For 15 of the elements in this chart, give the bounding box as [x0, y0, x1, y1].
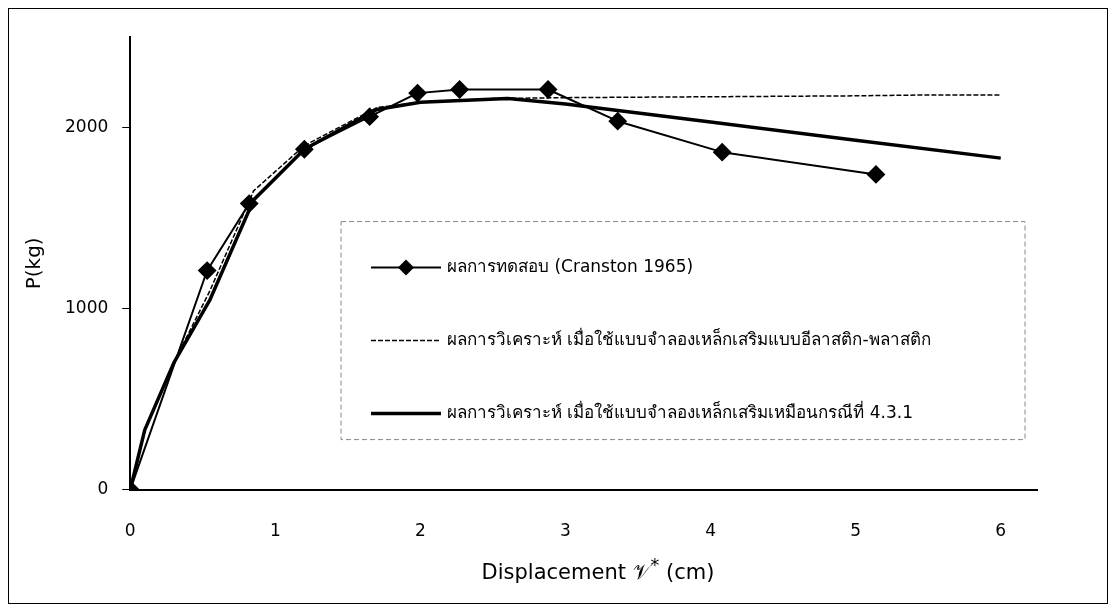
y-tick-label: 2000: [65, 115, 109, 136]
legend-label: ผลการทดสอบ (Cranston 1965): [447, 256, 694, 277]
legend-label: ผลการวิเคราะห์ เมื่อใช้แบบจำลองเหล็กเสริมแบบอีลาสติก-พลาสติก: [447, 327, 931, 350]
y-tick-label: 1000: [65, 296, 109, 317]
legend-label: ผลการวิเคราะห์ เมื่อใช้แบบจำลองเหล็กเสริมเหมือนกรณีที่ 4.3.1: [447, 400, 914, 423]
x-tick-label: 5: [850, 520, 862, 541]
x-tick-label: 0: [124, 520, 136, 541]
x-tick-label: 6: [995, 520, 1007, 541]
x-tick-label: 4: [705, 520, 716, 541]
y-axis-title: P(kg): [21, 237, 46, 290]
x-axis-title: Displacement 𝒱$^{*}$ (cm): [480, 555, 716, 584]
y-tick-label: 0: [97, 478, 109, 499]
x-tick-label: 1: [269, 520, 281, 541]
x-tick-label: 3: [560, 520, 571, 541]
x-tick-label: 2: [415, 520, 426, 541]
